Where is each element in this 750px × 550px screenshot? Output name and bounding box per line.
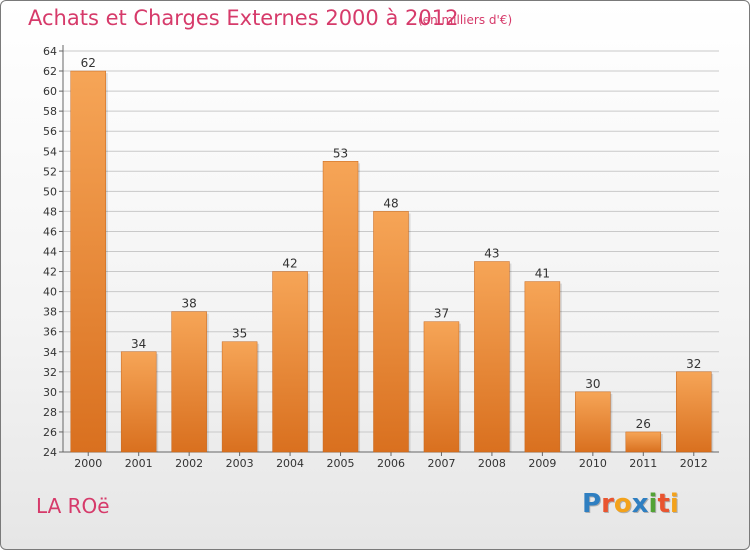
chart-subtitle: (en milliers d'€) — [418, 13, 513, 27]
y-tick-label: 34 — [43, 346, 57, 359]
x-tick-label: 2001 — [125, 457, 153, 470]
y-tick-label: 40 — [43, 286, 57, 299]
x-tick-label: 2010 — [579, 457, 607, 470]
bar-value-label: 35 — [232, 327, 247, 341]
bar-value-label: 34 — [131, 337, 146, 351]
y-tick-label: 56 — [43, 125, 57, 138]
bar-value-label: 26 — [636, 417, 651, 431]
y-tick-label: 52 — [43, 165, 57, 178]
x-tick-label: 2003 — [226, 457, 254, 470]
y-tick-label: 44 — [43, 246, 57, 259]
proxiti-logo[interactable]: Proxiti — [582, 489, 679, 519]
bar — [625, 431, 662, 453]
y-tick-label: 32 — [43, 366, 57, 379]
bar-value-label: 37 — [434, 307, 449, 321]
bars — [70, 70, 714, 453]
x-tick-label: 2012 — [680, 457, 708, 470]
y-tick-label: 46 — [43, 225, 57, 238]
y-tick-label: 58 — [43, 105, 57, 118]
x-tick-label: 2009 — [528, 457, 556, 470]
logo-letter: i — [669, 489, 679, 519]
town-name: LA ROë — [36, 494, 110, 518]
bar — [70, 70, 106, 453]
y-tick-label: 24 — [43, 446, 57, 459]
logo-letter: P — [582, 489, 602, 519]
x-tick-label: 2011 — [629, 457, 657, 470]
bar — [272, 271, 308, 453]
bar-value-label: 62 — [81, 56, 96, 70]
data-labels: 62 34 38 35 42 53 48 37 43 41 30 26 32 — [81, 56, 702, 431]
logo-letter: t — [657, 489, 670, 519]
bar-value-label: 41 — [535, 267, 550, 281]
bar — [373, 211, 409, 453]
logo-letter: r — [601, 489, 614, 519]
bar-value-label: 32 — [686, 357, 701, 371]
y-tick-label: 62 — [43, 65, 57, 78]
y-tick-label: 64 — [43, 45, 57, 58]
y-tick-label: 26 — [43, 426, 57, 439]
bar — [423, 321, 460, 453]
bar-value-label: 30 — [585, 377, 600, 391]
bar — [575, 391, 611, 453]
y-tick-label: 50 — [43, 185, 57, 198]
bar-value-label: 48 — [383, 196, 398, 210]
logo-letter: x — [631, 489, 649, 519]
bar — [171, 311, 207, 453]
x-tick-label: 2006 — [377, 457, 405, 470]
bar-value-label: 42 — [282, 257, 297, 271]
bar — [474, 261, 510, 453]
bar-value-label: 43 — [484, 247, 499, 261]
y-tick-label: 30 — [43, 386, 57, 399]
bar — [524, 281, 561, 453]
bar-value-label: 38 — [182, 297, 197, 311]
y-tick-label: 36 — [43, 326, 57, 339]
y-tick-label: 48 — [43, 205, 57, 218]
bar — [120, 351, 157, 453]
logo-letter: o — [613, 489, 632, 519]
y-tick-label: 54 — [43, 145, 57, 158]
bar — [322, 161, 359, 453]
bar — [221, 341, 258, 453]
x-tick-label: 2004 — [276, 457, 304, 470]
y-tick-label: 38 — [43, 306, 57, 319]
y-tick-label: 28 — [43, 406, 57, 419]
y-tick-label: 42 — [43, 266, 57, 279]
x-tick-label: 2008 — [478, 457, 506, 470]
x-tick-label: 2000 — [74, 457, 102, 470]
bar — [676, 371, 712, 453]
x-tick-label: 2002 — [175, 457, 203, 470]
logo-letter: i — [648, 489, 658, 519]
bar-value-label: 53 — [333, 146, 348, 160]
chart-title: Achats et Charges Externes 2000 à 2012 — [28, 6, 459, 30]
y-tick-label: 60 — [43, 85, 57, 98]
x-tick-label: 2005 — [327, 457, 355, 470]
x-tick-label: 2007 — [427, 457, 455, 470]
